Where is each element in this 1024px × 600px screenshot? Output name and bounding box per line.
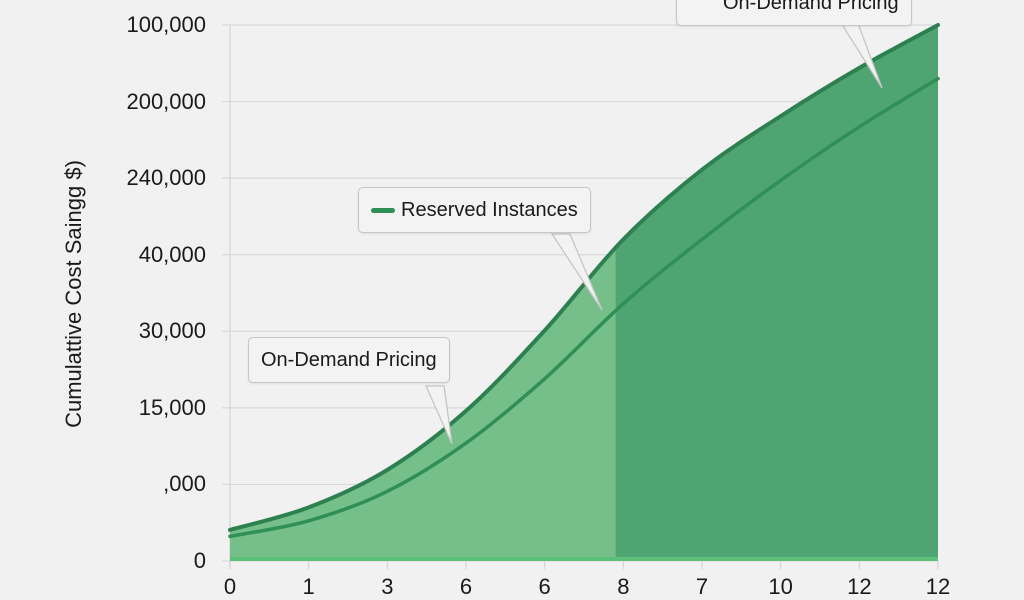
callout-on-demand-top: On-Demand Pricing: [676, 0, 912, 26]
y-tick-label: 0: [193, 548, 206, 573]
y-tick-label: 240,000: [126, 165, 206, 191]
x-tick-label: 12: [847, 574, 872, 599]
x-tick-label: 6: [459, 574, 473, 599]
x-tick-label: 7: [695, 574, 709, 599]
y-axis-label: Cumulattive Cost Saingg $): [61, 160, 86, 428]
callout-pointers: [424, 17, 883, 445]
x-tick-label: 1: [302, 574, 315, 599]
y-tick-label: ,000: [163, 471, 206, 497]
x-tick-label: 8: [617, 574, 630, 599]
x-tick-label: 12: [925, 574, 951, 599]
series-lines: [228, 23, 940, 539]
x-tick-label: 3: [381, 574, 394, 599]
callout-on-demand-lower: On-Demand Pricing: [248, 337, 450, 383]
x-tick-label: 6: [538, 574, 551, 599]
callout-label: Reserved Instances: [401, 199, 578, 221]
callout-label: On-Demand Pricing: [261, 349, 437, 371]
y-tick-label: 15,000: [138, 394, 206, 420]
x-tick-label: 0: [223, 574, 237, 599]
y-tick-label: 30,000: [138, 318, 206, 344]
callout-reserved-instances: Reserved Instances: [358, 187, 591, 233]
y-tick-label: 200,000: [126, 88, 206, 114]
y-tick-label: 100,000: [126, 12, 206, 37]
callout-label: On-Demand Pricing: [723, 0, 899, 14]
legend-swatch-icon: [371, 207, 395, 213]
x-tick-label: 10: [768, 574, 793, 599]
area-fills: [230, 25, 938, 561]
y-tick-label: 40,000: [138, 241, 206, 267]
axes: [229, 561, 939, 569]
